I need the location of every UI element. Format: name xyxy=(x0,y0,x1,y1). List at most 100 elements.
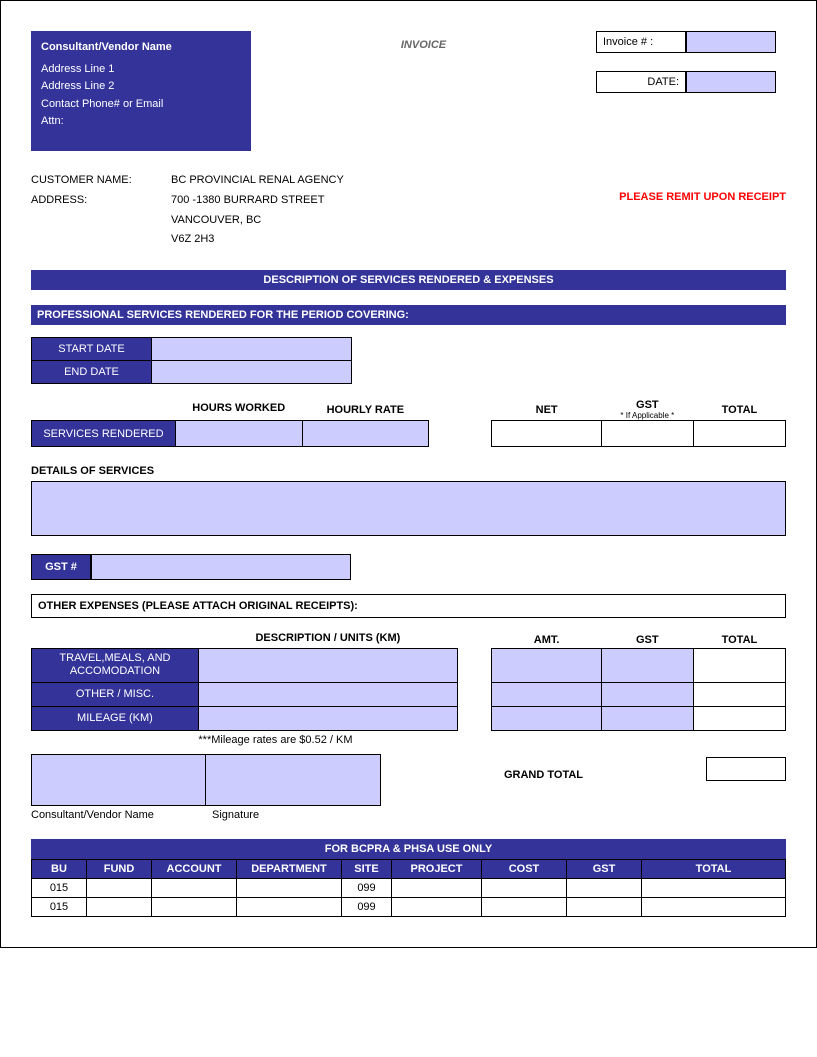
cell-fund[interactable] xyxy=(87,878,152,897)
remit-notice: PLEASE REMIT UPON RECEIPT xyxy=(619,191,786,203)
cell-account[interactable] xyxy=(152,897,237,916)
exp-gst-header: GST xyxy=(601,632,693,649)
exp-travel-label: TRAVEL,MEALS, AND ACCOMODATION xyxy=(32,649,199,682)
use-col-account: ACCOUNT xyxy=(152,859,237,878)
use-col-bu: BU xyxy=(32,859,87,878)
customer-values: BC PROVINCIAL RENAL AGENCY 700 -1380 BUR… xyxy=(171,171,619,250)
exp-mileage-label: MILEAGE (KM) xyxy=(32,706,199,730)
sig-signature-box[interactable] xyxy=(206,754,381,806)
total-header: TOTAL xyxy=(693,399,785,421)
expenses-header: OTHER EXPENSES (PLEASE ATTACH ORIGINAL R… xyxy=(31,594,786,618)
use-col-total: TOTAL xyxy=(642,859,786,878)
vendor-attn: Attn: xyxy=(41,113,241,131)
vendor-contact: Contact Phone# or Email xyxy=(41,96,241,114)
customer-addr2: VANCOUVER, BC xyxy=(171,211,619,231)
net-input[interactable] xyxy=(492,421,601,447)
exp-amt-header: AMT. xyxy=(492,632,601,649)
sig-name-box[interactable] xyxy=(31,754,206,806)
cell-site[interactable]: 099 xyxy=(342,897,392,916)
customer-name-label: CUSTOMER NAME: xyxy=(31,171,171,191)
exp-mileage-desc[interactable] xyxy=(198,706,457,730)
exp-travel-amt[interactable] xyxy=(492,649,601,682)
exp-other-label: OTHER / MISC. xyxy=(32,682,199,706)
date-label: DATE: xyxy=(596,71,686,93)
services-rendered-label: SERVICES RENDERED xyxy=(32,421,176,447)
exp-travel-total[interactable] xyxy=(693,649,785,682)
exp-mileage-amt[interactable] xyxy=(492,706,601,730)
exp-other-desc[interactable] xyxy=(198,682,457,706)
cell-project[interactable] xyxy=(392,897,482,916)
hours-input[interactable] xyxy=(175,421,302,447)
gst-num-input[interactable] xyxy=(91,554,351,580)
net-header: NET xyxy=(492,399,601,421)
exp-mileage-gst[interactable] xyxy=(601,706,693,730)
grand-total-label: GRAND TOTAL xyxy=(504,769,583,781)
sig-name-label: Consultant/Vendor Name xyxy=(31,809,206,821)
cell-total[interactable] xyxy=(642,897,786,916)
details-input[interactable] xyxy=(31,481,786,536)
hours-header: HOURS WORKED xyxy=(175,399,302,421)
invoice-number-input[interactable] xyxy=(686,31,776,53)
exp-travel-desc[interactable] xyxy=(198,649,457,682)
customer-addr1: 700 -1380 BURRARD STREET xyxy=(171,191,619,211)
customer-addr3: V6Z 2H3 xyxy=(171,230,619,250)
gst-note: * If Applicable * xyxy=(601,411,693,420)
invoice-label: INVOICE xyxy=(401,39,446,51)
customer-addr-label: ADDRESS: xyxy=(31,191,171,211)
use-col-department: DEPARTMENT xyxy=(237,859,342,878)
vendor-addr2: Address Line 2 xyxy=(41,78,241,96)
use-only-header-row: BU FUND ACCOUNT DEPARTMENT SITE PROJECT … xyxy=(32,859,786,878)
use-col-fund: FUND xyxy=(87,859,152,878)
invoice-page: Consultant/Vendor Name Address Line 1 Ad… xyxy=(0,0,817,948)
rate-header: HOURLY RATE xyxy=(302,399,429,421)
vendor-title: Consultant/Vendor Name xyxy=(41,39,241,57)
cell-department[interactable] xyxy=(237,878,342,897)
cell-gst[interactable] xyxy=(567,897,642,916)
use-col-site: SITE xyxy=(342,859,392,878)
start-date-label: START DATE xyxy=(32,338,152,361)
sig-signature-label: Signature xyxy=(206,809,381,821)
cell-account[interactable] xyxy=(152,878,237,897)
use-only-title: FOR BCPRA & PHSA USE ONLY xyxy=(31,839,786,859)
rate-input[interactable] xyxy=(302,421,429,447)
invoice-number-label: Invoice # : xyxy=(596,31,686,53)
mileage-note: ***Mileage rates are $0.52 / KM xyxy=(198,730,457,746)
exp-other-total[interactable] xyxy=(693,682,785,706)
table-row: 015 099 xyxy=(32,878,786,897)
details-label: DETAILS OF SERVICES xyxy=(31,465,786,477)
use-col-cost: COST xyxy=(482,859,567,878)
use-col-project: PROJECT xyxy=(392,859,482,878)
gst-header: GST xyxy=(601,399,693,411)
cell-cost[interactable] xyxy=(482,897,567,916)
section-period-header: PROFESSIONAL SERVICES RENDERED FOR THE P… xyxy=(31,305,786,325)
customer-labels: CUSTOMER NAME: ADDRESS: xyxy=(31,171,171,250)
total-input[interactable] xyxy=(693,421,785,447)
cell-total[interactable] xyxy=(642,878,786,897)
cell-project[interactable] xyxy=(392,878,482,897)
table-row: 015 099 xyxy=(32,897,786,916)
end-date-label: END DATE xyxy=(32,361,152,384)
end-date-input[interactable] xyxy=(152,361,352,384)
cell-bu[interactable]: 015 xyxy=(32,897,87,916)
cell-site[interactable]: 099 xyxy=(342,878,392,897)
exp-desc-header: DESCRIPTION / UNITS (KM) xyxy=(198,632,457,649)
cell-fund[interactable] xyxy=(87,897,152,916)
vendor-addr1: Address Line 1 xyxy=(41,61,241,79)
cell-cost[interactable] xyxy=(482,878,567,897)
exp-mileage-total[interactable] xyxy=(693,706,785,730)
start-date-input[interactable] xyxy=(152,338,352,361)
grand-total-value[interactable] xyxy=(706,757,786,781)
customer-name: BC PROVINCIAL RENAL AGENCY xyxy=(171,171,619,191)
exp-travel-gst[interactable] xyxy=(601,649,693,682)
vendor-block: Consultant/Vendor Name Address Line 1 Ad… xyxy=(31,31,251,151)
date-input[interactable] xyxy=(686,71,776,93)
section-desc-header: DESCRIPTION OF SERVICES RENDERED & EXPEN… xyxy=(31,270,786,290)
cell-bu[interactable]: 015 xyxy=(32,878,87,897)
cell-department[interactable] xyxy=(237,897,342,916)
cell-gst[interactable] xyxy=(567,878,642,897)
exp-total-header: TOTAL xyxy=(693,632,785,649)
exp-other-gst[interactable] xyxy=(601,682,693,706)
gst-input[interactable] xyxy=(601,421,693,447)
gst-num-label: GST # xyxy=(31,554,91,580)
exp-other-amt[interactable] xyxy=(492,682,601,706)
